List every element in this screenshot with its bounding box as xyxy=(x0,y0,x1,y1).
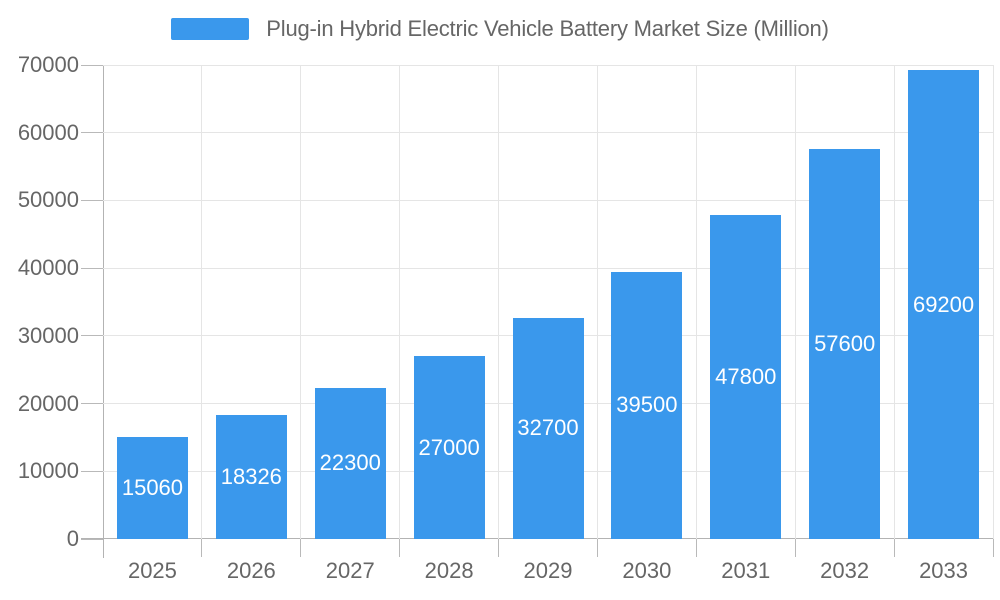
y-tick-label: 10000 xyxy=(17,458,79,484)
gridline-vertical xyxy=(695,65,697,539)
y-tick-label: 0 xyxy=(66,526,79,551)
x-tick-label-2030: 2030 xyxy=(622,558,672,583)
x-tick-label-2032: 2032 xyxy=(820,558,870,583)
bar-value-label-2033: 69200 xyxy=(912,291,975,317)
y-tick-mark xyxy=(81,470,103,472)
bar-2027[interactable] xyxy=(314,388,386,539)
bar-value-label-2025: 15060 xyxy=(121,475,184,500)
y-tick-mark xyxy=(81,199,103,201)
x-tick-label-2031: 2031 xyxy=(721,558,771,583)
gridline-vertical xyxy=(794,65,796,539)
bar-value-label-2026: 18326 xyxy=(220,463,282,489)
x-tick-label-2028: 2028 xyxy=(424,558,474,583)
x-tick-mark xyxy=(794,539,796,557)
gridline-vertical xyxy=(992,65,994,539)
x-tick-label-2026: 2026 xyxy=(226,558,276,583)
y-tick-label: 60000 xyxy=(17,119,79,145)
y-tick-label: 70000 xyxy=(17,52,79,77)
x-tick-mark xyxy=(201,539,203,557)
gridline-vertical xyxy=(893,65,895,539)
bar-2025[interactable] xyxy=(116,437,188,539)
bar-value-label-2032: 57600 xyxy=(814,330,876,356)
gridline-horizontal xyxy=(103,267,993,269)
y-tick-mark xyxy=(81,403,103,405)
gridline-vertical xyxy=(399,65,401,539)
y-tick-mark xyxy=(81,132,103,134)
bar-2031[interactable] xyxy=(710,215,782,539)
y-tick-mark xyxy=(81,335,103,337)
y-tick-mark xyxy=(81,64,103,66)
bar-value-label-2028: 27000 xyxy=(418,434,480,460)
x-tick-mark xyxy=(399,539,401,557)
bar-2026[interactable] xyxy=(215,414,287,539)
x-tick-mark xyxy=(695,539,697,557)
legend: Plug-in Hybrid Electric Vehicle Battery … xyxy=(0,16,1000,42)
x-tick-label-2027: 2027 xyxy=(325,558,375,583)
bar-value-label-2027: 22300 xyxy=(319,450,381,476)
x-tick-mark xyxy=(498,539,500,557)
x-tick-label-2029: 2029 xyxy=(523,558,573,583)
bar-value-label-2031: 47800 xyxy=(715,364,777,390)
x-tick-label-2033: 2033 xyxy=(919,558,969,583)
legend-label: Plug-in Hybrid Electric Vehicle Battery … xyxy=(266,16,829,41)
x-tick-label-2025: 2025 xyxy=(127,558,177,583)
bar-2032[interactable] xyxy=(809,148,881,539)
y-tick-label: 20000 xyxy=(17,390,79,416)
y-axis-line xyxy=(103,65,104,558)
bar-value-label-2029: 32700 xyxy=(517,415,579,441)
gridline-vertical xyxy=(596,65,598,539)
gridline-vertical xyxy=(201,65,203,539)
y-tick-label: 40000 xyxy=(17,255,79,281)
y-tick-label: 30000 xyxy=(17,322,79,348)
legend-item[interactable]: Plug-in Hybrid Electric Vehicle Battery … xyxy=(171,16,829,42)
y-tick-label: 50000 xyxy=(17,187,79,213)
plot-area: 15060 18326 22300 27000 32700 39500 47800 57600… xyxy=(81,64,994,557)
legend-swatch xyxy=(171,18,250,40)
gridline-horizontal xyxy=(103,199,993,201)
bar-2033[interactable] xyxy=(908,70,980,539)
x-tick-mark xyxy=(992,539,994,557)
gridline-vertical xyxy=(300,65,302,539)
x-tick-mark xyxy=(596,539,598,557)
bar-2029[interactable] xyxy=(512,317,584,539)
x-tick-mark xyxy=(300,539,302,557)
y-tick-mark xyxy=(81,267,103,269)
bar-value-label-2030: 39500 xyxy=(616,392,678,418)
bar-2028[interactable] xyxy=(413,356,485,539)
bar-2030[interactable] xyxy=(611,271,683,539)
gridline-horizontal xyxy=(103,132,993,134)
x-tick-mark xyxy=(893,539,895,557)
gridline-horizontal xyxy=(103,64,993,66)
y-tick-mark xyxy=(81,538,103,540)
gridline-vertical xyxy=(498,65,500,539)
